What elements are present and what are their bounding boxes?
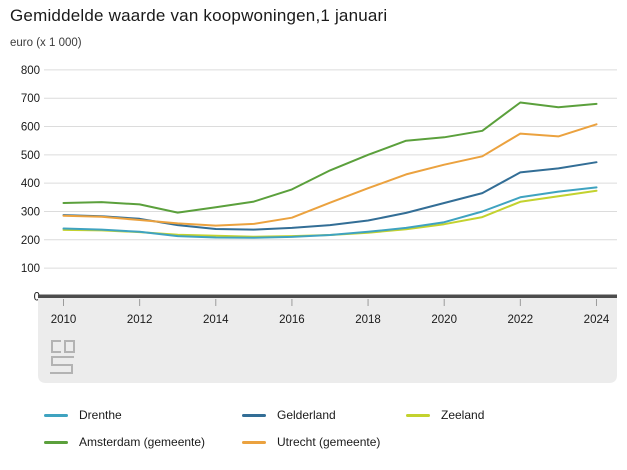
x-axis-line [38, 294, 617, 298]
y-tick-label-500: 500 [21, 150, 40, 162]
legend-swatch-icon [242, 440, 266, 444]
legend-label: Gelderland [277, 408, 336, 422]
legend-item-amsterdam-gemeente: Amsterdam (gemeente) [44, 434, 242, 450]
legend-swatch-icon [406, 413, 430, 417]
cbs-logo-b-icon [64, 340, 75, 353]
y-tick-label-400: 400 [21, 178, 40, 190]
series-line-utrecht-gemeente [62, 123, 598, 227]
y-axis-unit-label: euro (x 1 000) [10, 37, 82, 49]
legend-item-zeeland: Zeeland [406, 407, 484, 423]
legend-label: Zeeland [441, 408, 485, 422]
legend-swatch-icon [44, 413, 68, 417]
y-tick-label-300: 300 [21, 206, 40, 218]
x-tick-label-2014: 2014 [203, 314, 229, 326]
x-tick-label-2020: 2020 [431, 314, 457, 326]
cbs-logo-c-icon [51, 340, 61, 353]
y-tick-label-100: 100 [21, 263, 40, 275]
legend-swatch-icon [242, 413, 266, 417]
series-line-amsterdam-gemeente [62, 101, 598, 214]
y-tick-label-600: 600 [21, 122, 40, 134]
series-line-drenthe [62, 186, 598, 239]
chart-title: Gemiddelde waarde van koopwoningen,1 jan… [10, 6, 388, 25]
x-axis-band [38, 298, 617, 383]
y-tick-label-700: 700 [21, 93, 40, 105]
chart-legend: Drenthe Amsterdam (gemeente) Gelderland Utr… [44, 407, 484, 450]
y-tick-label-0: 0 [34, 291, 40, 303]
legend-label: Amsterdam (gemeente) [79, 435, 206, 449]
y-tick-label-800: 800 [21, 65, 40, 77]
legend-item-drenthe: Drenthe [44, 407, 242, 423]
legend-item-utrecht-gemeente: Utrecht (gemeente) [242, 434, 406, 450]
x-tick-label-2012: 2012 [127, 314, 153, 326]
x-tick-label-2018: 2018 [355, 314, 381, 326]
legend-item-gelderland: Gelderland [242, 407, 406, 423]
x-tick-label-2022: 2022 [508, 314, 534, 326]
y-tick-label-200: 200 [21, 235, 40, 247]
line-chart-plot: 0 100 200 300 400 500 600 700 800 2010 2012 2014 201… [21, 65, 617, 383]
legend-label: Drenthe [79, 408, 122, 422]
legend-label: Utrecht (gemeente) [277, 435, 381, 449]
cbs-logo-s-icon [50, 356, 74, 374]
x-tick-label-2016: 2016 [279, 314, 305, 326]
x-tick-label-2024: 2024 [584, 314, 610, 326]
legend-swatch-icon [44, 440, 68, 444]
x-tick-label-2010: 2010 [51, 314, 77, 326]
